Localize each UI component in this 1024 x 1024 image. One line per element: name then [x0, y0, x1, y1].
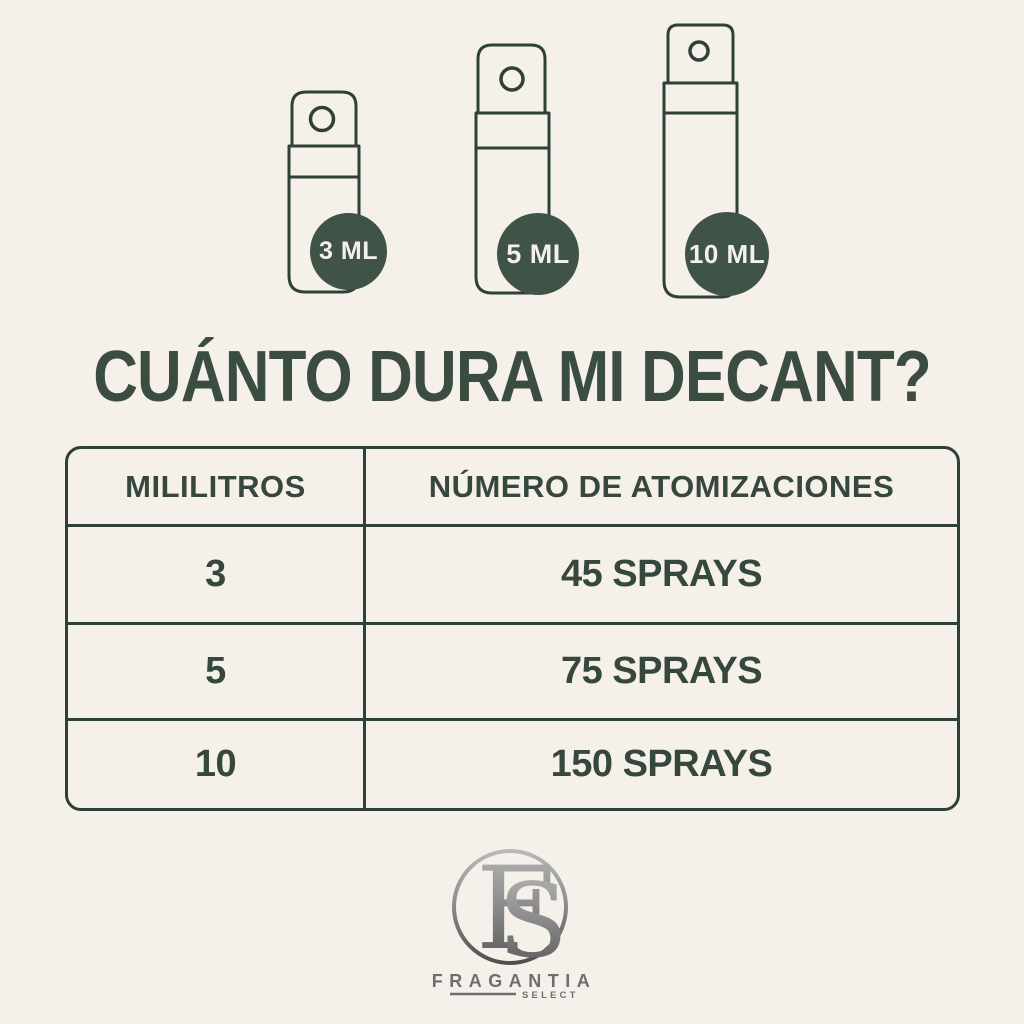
- bottle-5ml-nozzle-icon: [499, 66, 525, 92]
- spray-bottles-illustration: [287, 23, 739, 299]
- table-cell-ml-3: 3: [68, 524, 366, 622]
- table-header-mililitros: MILILITROS: [68, 449, 366, 524]
- logo-monogram-f: F: [476, 842, 555, 975]
- badge-5ml-label: 5 ML: [506, 238, 570, 269]
- table-cell-ml-5: 5: [68, 622, 366, 718]
- fragantia-logo: F S FRAGANTIA SELECT: [432, 842, 594, 1001]
- table-cell-sprays-45: 45 SPRAYS: [366, 524, 957, 622]
- table-cell-ml-10: 10: [68, 718, 366, 808]
- bottle-10ml-nozzle-icon: [688, 40, 710, 62]
- table-cell-sprays-150: 150 SPRAYS: [366, 718, 957, 808]
- badge-10ml-label: 10 ML: [688, 238, 766, 269]
- bottle-3ml-nozzle-icon: [308, 105, 336, 133]
- table-cell-sprays-75: 75 SPRAYS: [366, 622, 957, 718]
- badge-3ml: 3 ML: [310, 213, 387, 290]
- logo-sub-text: SELECT: [522, 990, 579, 1001]
- page-title: CUÁNTO DURA MI DECANT?: [93, 337, 931, 417]
- badge-3ml-label: 3 ML: [319, 237, 378, 265]
- decant-table: MILILITROS NÚMERO DE ATOMIZACIONES 3 45 …: [65, 446, 960, 811]
- logo-brand-text: FRAGANTIA: [432, 971, 594, 991]
- badge-5ml: 5 ML: [497, 213, 579, 295]
- logo-monogram-s: S: [498, 862, 568, 981]
- badge-10ml: 10 ML: [685, 212, 769, 296]
- logo-circle: [452, 849, 568, 965]
- table-header-atomizaciones: NÚMERO DE ATOMIZACIONES: [428, 468, 895, 504]
